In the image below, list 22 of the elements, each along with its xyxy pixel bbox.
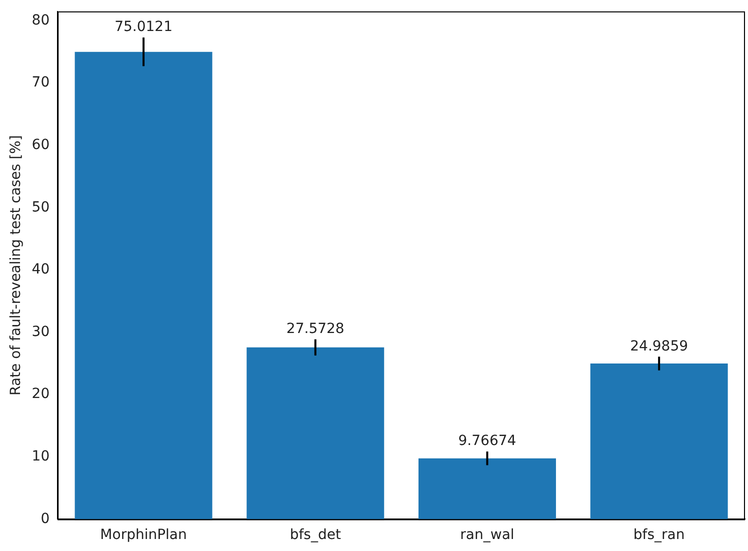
x-tick-label: MorphinPlan (100, 527, 187, 544)
y-tick-label: 10 (32, 448, 50, 465)
y-tick-label: 70 (32, 74, 50, 91)
x-tick-label: ran_wal (460, 527, 514, 544)
data-label: 9.76674 (458, 433, 516, 450)
y-tick-label: 30 (32, 324, 50, 340)
y-tick-label: 80 (32, 12, 50, 28)
data-label: 75.0121 (114, 19, 172, 36)
y-tick-label: 50 (32, 199, 50, 216)
bar (74, 52, 212, 520)
x-tick-label: bfs_ran (633, 527, 685, 544)
data-label: 27.5728 (286, 320, 344, 337)
y-axis-title: Rate of fault-revealing test cases [%] (8, 135, 24, 396)
y-tick-label: 40 (32, 262, 50, 278)
bar (418, 458, 556, 520)
y-tick-label: 0 (40, 510, 50, 527)
bar (246, 347, 384, 520)
y-tick-label: 20 (32, 386, 50, 402)
x-tick-label: bfs_det (290, 527, 342, 544)
y-tick-label: 60 (32, 137, 50, 153)
data-label: 24.9859 (630, 338, 688, 354)
bar (590, 364, 728, 520)
